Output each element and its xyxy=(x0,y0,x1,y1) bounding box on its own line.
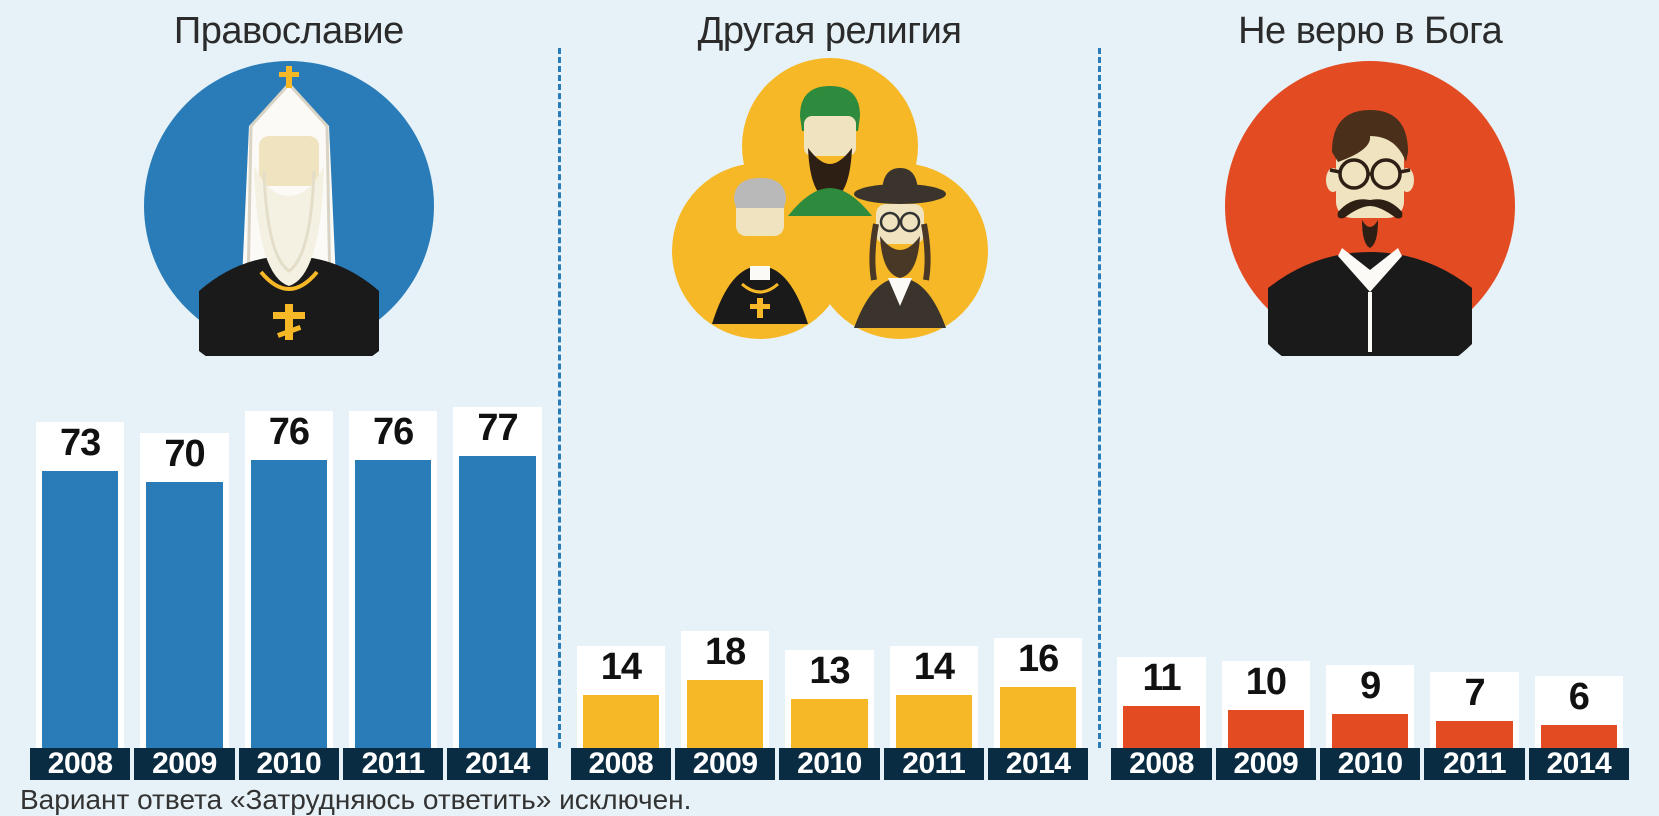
bar-value-label: 6 xyxy=(1569,676,1589,719)
panel-title: Не верю в Бога xyxy=(1111,10,1629,53)
bar-value-label: 14 xyxy=(601,646,641,689)
bar-value-label: 77 xyxy=(477,407,517,450)
bar-value-label: 16 xyxy=(1018,638,1058,681)
bar-value-label: 9 xyxy=(1360,665,1380,708)
other-religions-icon xyxy=(670,56,990,361)
bar-value-label: 73 xyxy=(60,422,100,465)
bar-slot: 76 2010 xyxy=(239,411,339,780)
panel-other-religion: Другая религия xyxy=(561,10,1099,780)
year-label: 2009 xyxy=(134,748,234,780)
bar xyxy=(687,680,763,748)
bar-slot: 77 2014 xyxy=(447,407,547,780)
year-label: 2014 xyxy=(447,748,547,780)
year-label: 2011 xyxy=(343,748,443,780)
bar xyxy=(1541,725,1617,748)
bar-slot: 11 2008 xyxy=(1111,657,1211,780)
bar xyxy=(1332,714,1408,748)
bar-value-label: 11 xyxy=(1142,657,1180,700)
year-label: 2011 xyxy=(1424,748,1524,780)
bar-slot: 6 2014 xyxy=(1529,676,1629,780)
orthodox-priest-icon xyxy=(139,56,439,361)
bar-slot: 70 2009 xyxy=(134,433,234,780)
atheist-person-icon xyxy=(1220,56,1520,361)
bar-slot: 76 2011 xyxy=(343,411,443,780)
bar xyxy=(896,695,972,748)
bar xyxy=(1000,687,1076,748)
bar xyxy=(42,471,118,748)
year-label: 2010 xyxy=(1320,748,1420,780)
year-label: 2008 xyxy=(571,748,671,780)
bar-value-label: 13 xyxy=(809,650,849,693)
bar-value-label: 18 xyxy=(705,631,745,674)
panel-orthodoxy: Православие xyxy=(20,10,558,780)
bar-value-label: 76 xyxy=(373,411,413,454)
year-label: 2010 xyxy=(239,748,339,780)
infographic-container: Православие xyxy=(0,0,1659,780)
bar xyxy=(1228,710,1304,748)
bar-slot: 14 2008 xyxy=(571,646,671,780)
bar-slot: 13 2010 xyxy=(779,650,879,780)
bar-slot: 18 2009 xyxy=(675,631,775,780)
bar-slot: 16 2014 xyxy=(988,638,1088,780)
bar xyxy=(791,699,867,748)
bar-value-label: 10 xyxy=(1246,661,1286,704)
bar-slot: 73 2008 xyxy=(30,422,130,780)
bar xyxy=(1436,721,1512,748)
year-label: 2014 xyxy=(988,748,1088,780)
year-label: 2011 xyxy=(884,748,984,780)
bar-slot: 9 2010 xyxy=(1320,665,1420,780)
panel-title: Православие xyxy=(30,10,548,53)
bar-slot: 10 2009 xyxy=(1216,661,1316,780)
year-label: 2010 xyxy=(779,748,879,780)
panel-atheist: Не верю в Бога xyxy=(1101,10,1639,780)
bar-value-label: 70 xyxy=(164,433,204,476)
bar xyxy=(251,460,327,748)
bar xyxy=(146,482,222,748)
bar-value-label: 14 xyxy=(914,646,954,689)
bar xyxy=(355,460,431,748)
year-label: 2008 xyxy=(1111,748,1211,780)
panel-title: Другая религия xyxy=(571,10,1089,53)
bar-value-label: 7 xyxy=(1464,672,1484,715)
bar-slot: 14 2011 xyxy=(884,646,984,780)
bar-value-label: 76 xyxy=(269,411,309,454)
bar xyxy=(1123,706,1199,748)
footnote-text: Вариант ответа «Затрудняюсь ответить» ис… xyxy=(0,780,1659,816)
year-label: 2009 xyxy=(675,748,775,780)
year-label: 2009 xyxy=(1216,748,1316,780)
bar-slot: 7 2011 xyxy=(1424,672,1524,780)
year-label: 2014 xyxy=(1529,748,1629,780)
bar xyxy=(583,695,659,748)
year-label: 2008 xyxy=(30,748,130,780)
bar xyxy=(459,456,535,748)
